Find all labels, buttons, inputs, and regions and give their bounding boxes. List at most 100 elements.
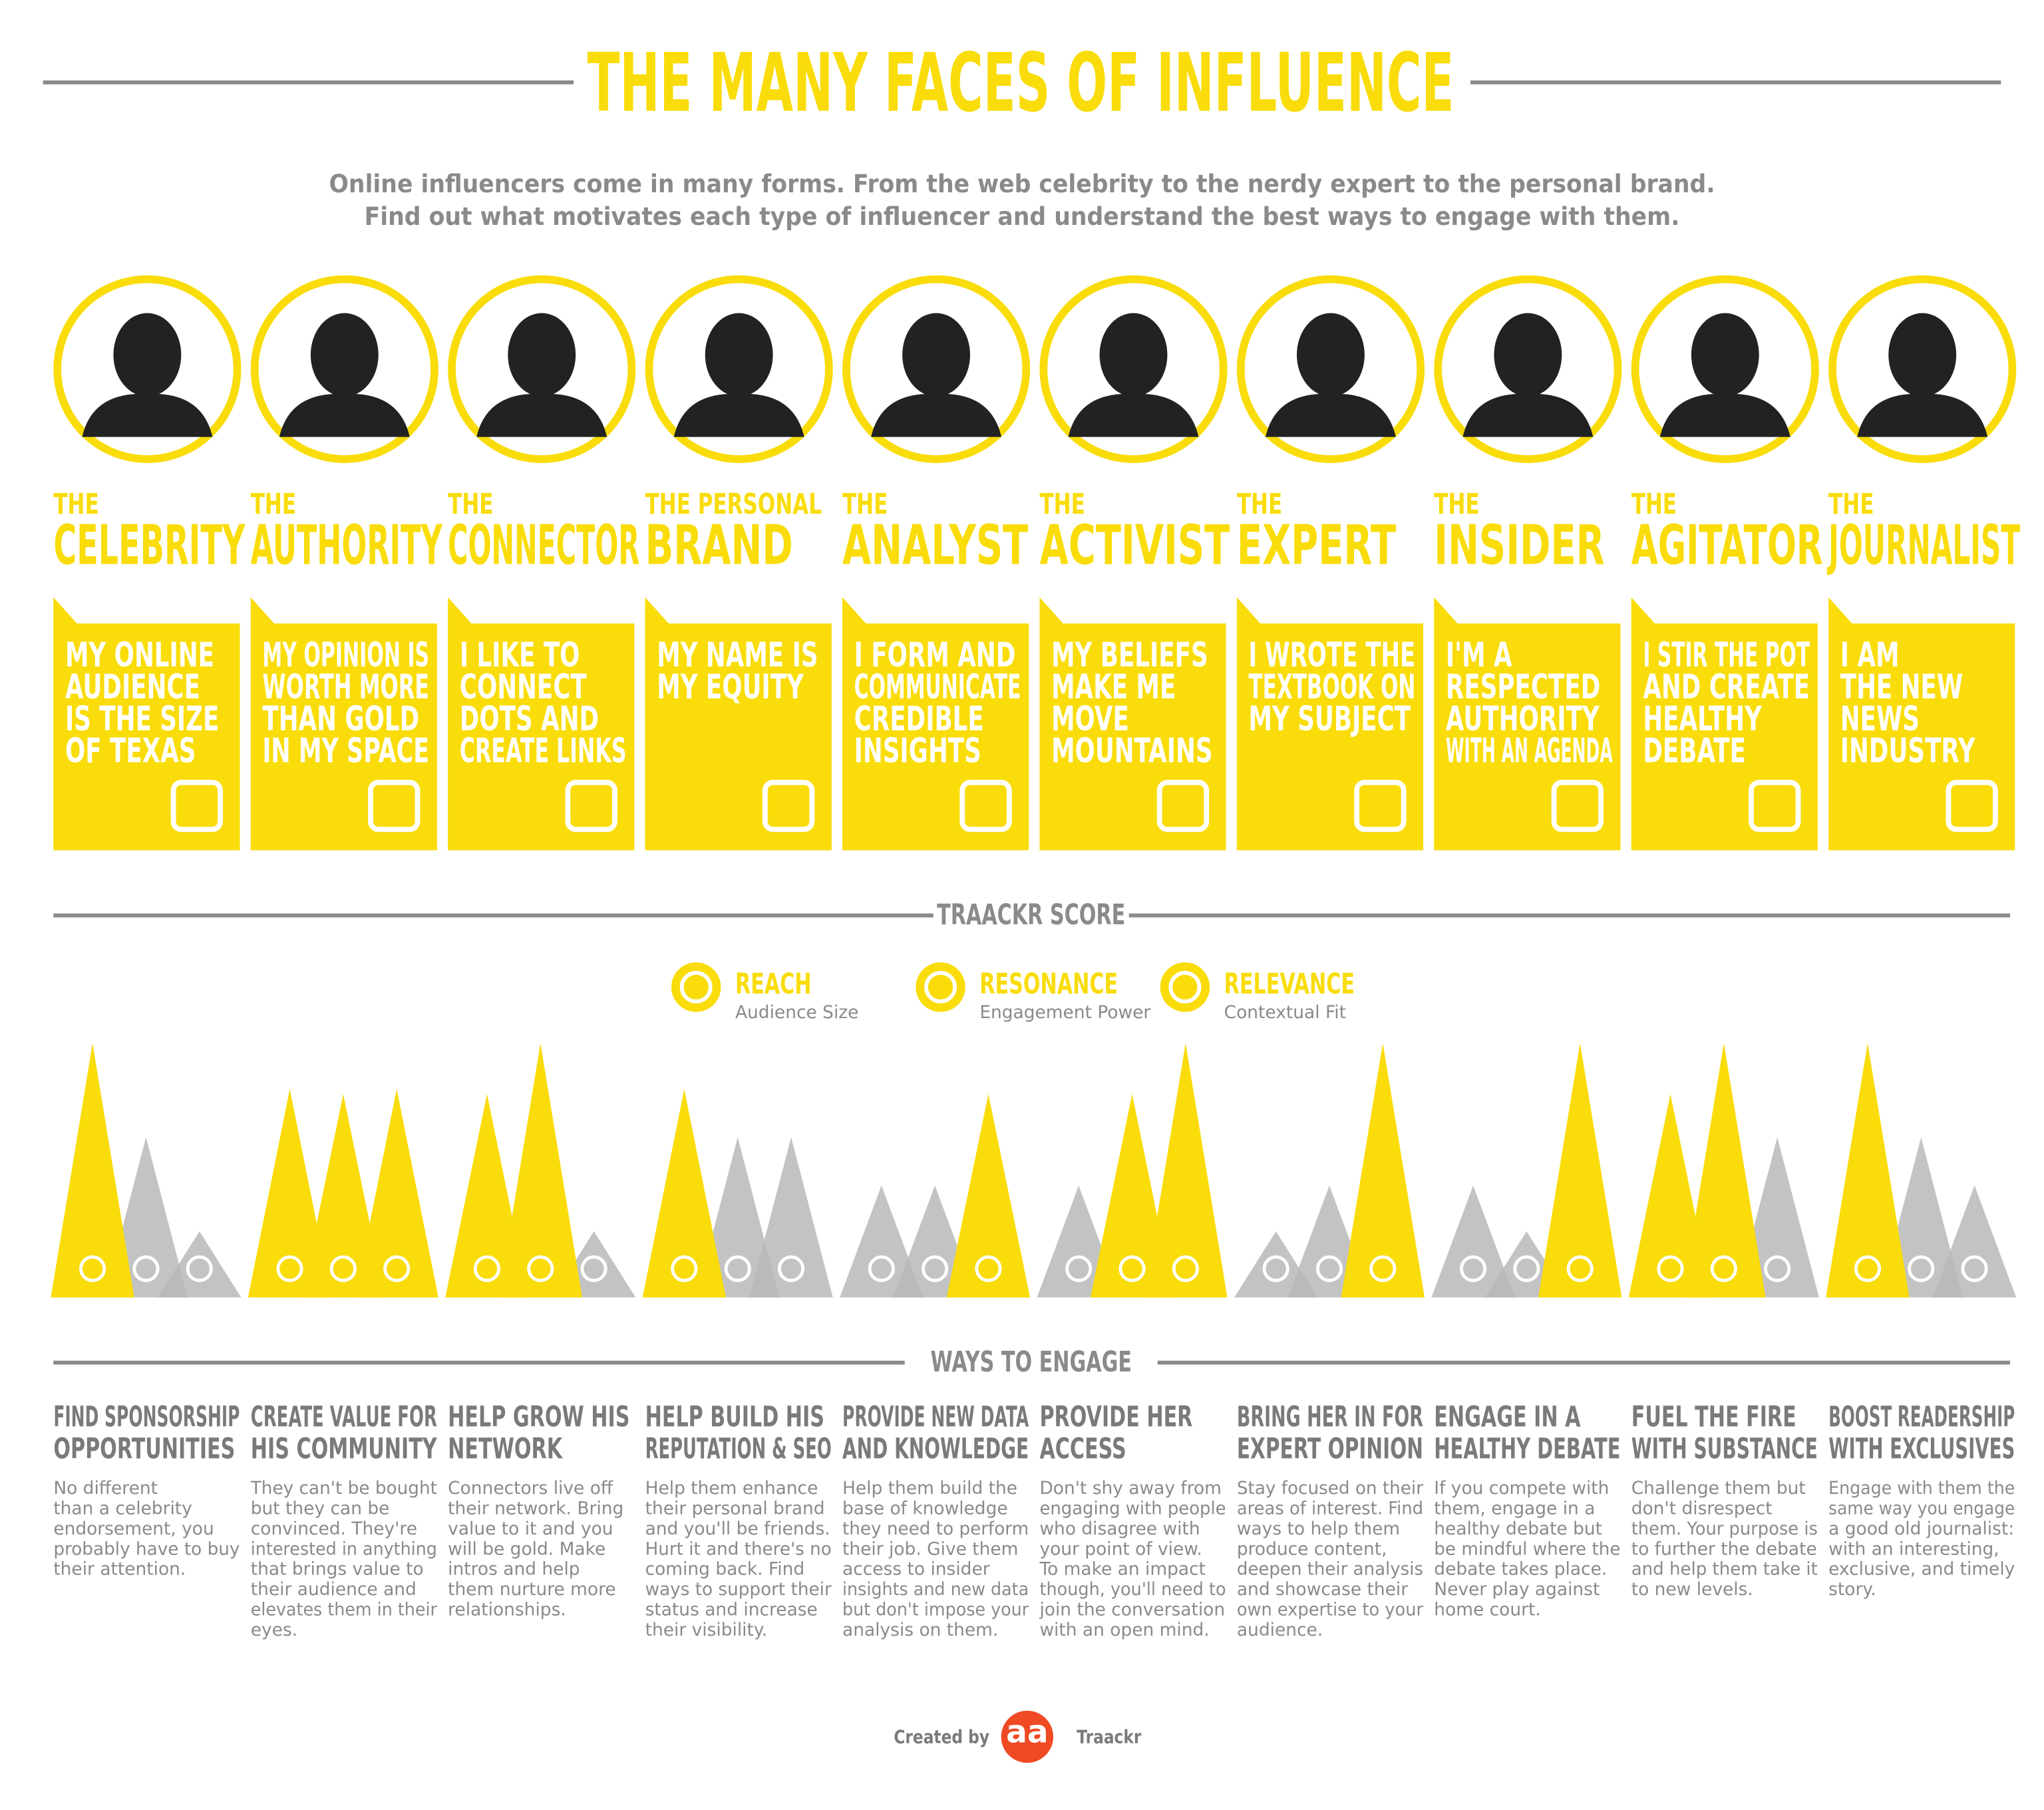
portrait-head	[1296, 313, 1365, 397]
quote-card	[448, 597, 635, 850]
engage-body: coming back. Find	[645, 1559, 805, 1580]
section-title: TRAACKR SCORE	[937, 898, 1125, 932]
score-peak	[1932, 1185, 2017, 1298]
quote-card	[1828, 597, 2015, 850]
profile-prefix: THE	[842, 488, 888, 521]
profile-prefix: THE	[53, 488, 98, 521]
quote-line: THAN GOLD	[262, 700, 419, 739]
quote-line: CREATE LINKS	[460, 732, 627, 771]
quote-card	[1631, 597, 1818, 850]
metric-name: REACH	[735, 968, 812, 1001]
engage-body: your point of view.	[1039, 1538, 1202, 1559]
profile-name: CELEBRITY	[53, 514, 246, 578]
peak-icon	[132, 1255, 160, 1282]
engage-body: their visibility.	[645, 1620, 768, 1640]
profile-prefix: THE	[1631, 488, 1677, 521]
quote-line: NEWS	[1840, 700, 1920, 739]
peak-icon	[580, 1255, 607, 1282]
engage-body: To make an impact	[1039, 1559, 1206, 1580]
quote-line: MAKE ME	[1051, 668, 1176, 707]
engage-body: Challenge them but	[1631, 1478, 1806, 1499]
score-peak	[248, 1089, 332, 1298]
peak-icon	[975, 1255, 1002, 1282]
engage-body: probably have to buy	[53, 1538, 240, 1559]
engage-title: PROVIDE HER	[1039, 1400, 1192, 1433]
engage-body: status and increase	[645, 1599, 818, 1620]
engage-body: interested in anything	[251, 1538, 437, 1559]
engage-body: Engage with them the	[1828, 1478, 2015, 1499]
engage-title: HIS COMMUNITY	[251, 1432, 437, 1465]
quote-icon	[565, 779, 617, 832]
quote-line: MY ONLINE	[65, 636, 214, 675]
engage-body: relationships.	[448, 1599, 566, 1620]
quote-icon	[1354, 779, 1407, 832]
engage-body: home court.	[1434, 1599, 1540, 1620]
engage-title: HELP BUILD HIS	[645, 1400, 824, 1433]
profile-prefix: THE	[1434, 488, 1479, 521]
engage-body: same way you engage	[1828, 1499, 2015, 1519]
quote-line: MY OPINION IS	[262, 636, 429, 675]
engage-body: debate takes place.	[1434, 1559, 1607, 1580]
quote-icon	[170, 779, 224, 832]
peak-icon	[276, 1255, 303, 1282]
profile-name: CONNECTOR	[448, 514, 639, 578]
engage-body: to new levels.	[1631, 1579, 1753, 1600]
metric-icon	[916, 962, 965, 1012]
peak-icon	[922, 1255, 949, 1282]
peak-icon	[868, 1255, 895, 1282]
profile-prefix: THE PERSONAL	[645, 488, 822, 521]
quote-line: OF TEXAS	[65, 732, 196, 771]
engage-body: base of knowledge	[842, 1499, 1008, 1519]
peak-icon	[383, 1255, 411, 1282]
profile-prefix: THE	[448, 488, 493, 521]
engage-body: with an interesting,	[1828, 1538, 1999, 1559]
quote-line: WORTH MORE	[262, 668, 429, 707]
engage-body: to further the debate	[1631, 1538, 1817, 1559]
engage-body: be mindful where the	[1434, 1538, 1620, 1559]
engage-body: who disagree with	[1039, 1519, 1200, 1539]
title: THE MANY FACES OF INFLUENCE	[588, 36, 1454, 130]
engage-body: If you compete with	[1434, 1478, 1609, 1499]
portrait-head	[1691, 313, 1759, 397]
score-peak	[1431, 1185, 1515, 1298]
engage-body: areas of interest. Find	[1237, 1499, 1423, 1519]
profile-name: AGITATOR	[1631, 514, 1823, 578]
quote-line: MY NAME IS	[657, 636, 818, 675]
engage-body: exclusive, and timely	[1828, 1559, 2015, 1580]
peak-icon	[186, 1255, 213, 1282]
quote-icon	[959, 779, 1012, 832]
portrait-shoulders	[279, 393, 410, 437]
peak-icon	[1118, 1255, 1146, 1282]
engage-body: Never play against	[1434, 1579, 1600, 1600]
engage-title: OPPORTUNITIES	[53, 1432, 235, 1465]
quote-line: MY BELIEFS	[1051, 636, 1208, 675]
engage-body: story.	[1828, 1579, 1876, 1600]
engage-body: No different	[53, 1478, 158, 1499]
quote-line: WITH AN AGENDA	[1446, 732, 1613, 771]
score-peak	[840, 1185, 924, 1298]
peak-icon	[1513, 1255, 1540, 1282]
quote-line: IS THE SIZE	[65, 700, 219, 739]
portrait-head	[705, 313, 773, 397]
profile-prefix: THE	[1039, 488, 1085, 521]
peak-icon	[1369, 1255, 1397, 1282]
engage-title: FUEL THE FIRE	[1631, 1400, 1796, 1433]
subtitle: Find out what motivates each type of inf…	[365, 202, 1680, 231]
portrait-shoulders	[1857, 393, 1988, 437]
peak-icon	[1764, 1255, 1791, 1282]
score-peak	[1682, 1043, 1766, 1298]
portrait-shoulders	[1265, 393, 1396, 437]
engage-body: ways to support their	[645, 1579, 832, 1600]
metric-icon-inner	[679, 970, 713, 1003]
quote-line: I STIR THE POT	[1643, 636, 1810, 675]
portrait-shoulders	[82, 393, 213, 437]
engage-body: them, engage in a	[1434, 1499, 1595, 1519]
quote-line: MY SUBJECT	[1249, 700, 1411, 739]
peak-icon	[329, 1255, 357, 1282]
engage-body: their audience and	[251, 1579, 417, 1600]
profile-name: AUTHORITY	[251, 514, 443, 578]
quote-icon	[1156, 779, 1210, 832]
engage-title: BRING HER IN FOR	[1237, 1400, 1423, 1433]
engage-body: their personal brand	[645, 1499, 825, 1519]
